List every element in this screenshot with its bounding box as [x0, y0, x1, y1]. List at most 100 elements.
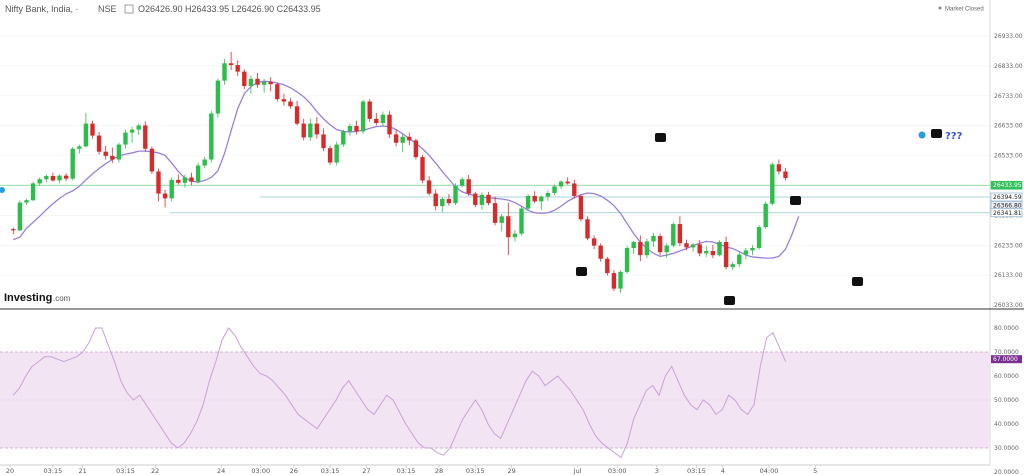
candle [103, 145, 108, 160]
candle-body [684, 243, 689, 248]
candle [512, 230, 518, 242]
candle [235, 60, 240, 76]
candle-body [393, 134, 399, 143]
rsi-panel[interactable] [0, 327, 990, 459]
settings-box-icon[interactable] [124, 4, 134, 14]
candle-body [334, 144, 339, 163]
candle [677, 216, 683, 247]
candle [763, 201, 768, 229]
candle-body [176, 179, 181, 183]
candle [354, 120, 359, 135]
price-tick-label: 26733.00 [994, 93, 1023, 100]
time-axis[interactable]: 20 03:15 21 03:15 22 24 03:00 26 03:15 27 03:15 28 0… [6, 465, 817, 475]
annotation-mark[interactable] [576, 267, 587, 276]
candle [248, 75, 254, 94]
candle-body [525, 195, 531, 209]
candle [189, 172, 194, 186]
candle [585, 216, 590, 241]
time-tick-label: 28 [435, 467, 443, 475]
candle [116, 142, 122, 163]
candle-body [723, 242, 729, 268]
candle-body [261, 81, 267, 85]
candle-body [591, 238, 597, 246]
symbol-label[interactable]: Nifty Bank, India, · [5, 4, 79, 14]
candle-body [440, 198, 445, 207]
candle [466, 175, 471, 196]
candle [195, 162, 201, 184]
logo-suffix: .com [53, 294, 71, 303]
candle [268, 77, 273, 92]
annotation-mark[interactable] [931, 129, 942, 138]
candle [565, 177, 570, 185]
time-tick-label: 26 [290, 467, 298, 475]
candle-body [116, 144, 122, 160]
logo-main: Investing [4, 292, 52, 304]
candle-body [314, 123, 320, 135]
candle-body [202, 159, 207, 166]
price-tick-label: 26633.00 [994, 123, 1023, 130]
candle-body [11, 229, 16, 231]
annotation-mark[interactable] [852, 277, 863, 286]
candle-body [281, 99, 287, 102]
candle-body [182, 177, 188, 183]
candle [209, 111, 214, 163]
level-price-tag: 26366.80 [990, 201, 1023, 210]
candle [367, 99, 372, 122]
candle-body [255, 78, 260, 85]
candle-body [499, 216, 504, 223]
candle-body [294, 106, 300, 124]
candle-body [737, 254, 742, 265]
candle [215, 78, 221, 118]
price-tick-label: 26933.00 [994, 33, 1023, 40]
candle [407, 132, 412, 146]
start-marker-icon[interactable] [0, 187, 5, 193]
rsi-line [12, 327, 787, 459]
alert-marker-icon[interactable] [918, 131, 926, 139]
time-tick-label: 21 [78, 467, 86, 475]
candle-body [242, 71, 247, 86]
candle [459, 176, 465, 188]
candle [730, 261, 735, 271]
candle [440, 197, 445, 213]
candle-body [631, 242, 636, 248]
candle-body [308, 123, 313, 138]
candle-body [149, 148, 155, 172]
candle-body [671, 224, 676, 246]
candle-body [730, 264, 735, 268]
candle-body [301, 123, 306, 138]
candle-body [704, 250, 709, 254]
time-tick-label: 03:15 [687, 467, 706, 475]
candle [90, 120, 95, 139]
annotation-mark[interactable] [655, 133, 666, 142]
rsi-axis[interactable]: 80.0000 70.0000 60.0000 50.0000 40.0000 30.00… [991, 325, 1022, 475]
annotation-text: ??? [945, 131, 963, 142]
candle [697, 240, 702, 257]
candle-body [446, 198, 452, 204]
price-panel[interactable]: ??? [0, 35, 990, 306]
candle [545, 190, 551, 201]
candle [492, 196, 498, 226]
candle-body [70, 148, 75, 179]
candle [611, 270, 617, 292]
moving-average-line [13, 80, 800, 259]
candle-body [103, 151, 108, 156]
candle-body [618, 271, 623, 289]
rsi-tick-label: 60.0000 [994, 373, 1019, 380]
candle-body [347, 126, 353, 132]
candle-body [123, 132, 128, 145]
candle-body [565, 181, 570, 184]
candle-body [129, 129, 135, 133]
candle-body [558, 181, 564, 187]
candle-body [63, 175, 69, 179]
candle [143, 121, 148, 152]
candle-body [624, 247, 630, 272]
annotation-mark[interactable] [724, 296, 735, 305]
candle-body [578, 195, 584, 220]
annotation-mark[interactable] [790, 196, 801, 205]
candle [136, 123, 141, 135]
candle-body [420, 157, 425, 181]
candle-body [598, 245, 603, 259]
candle-body [83, 123, 89, 147]
candle [420, 154, 425, 184]
